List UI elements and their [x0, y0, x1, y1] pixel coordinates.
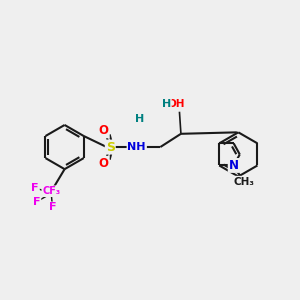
Text: CH₃: CH₃	[233, 177, 254, 187]
Text: F: F	[33, 196, 40, 206]
Text: F: F	[49, 202, 57, 212]
Text: O: O	[99, 157, 109, 170]
Text: NH: NH	[128, 142, 146, 152]
Text: S: S	[106, 141, 115, 154]
Text: H: H	[135, 114, 144, 124]
Text: OH: OH	[168, 99, 185, 110]
Text: N: N	[229, 159, 239, 172]
Text: H: H	[162, 99, 171, 110]
Text: O: O	[99, 124, 109, 137]
Text: CF₃: CF₃	[42, 186, 60, 196]
Text: F: F	[32, 183, 39, 193]
